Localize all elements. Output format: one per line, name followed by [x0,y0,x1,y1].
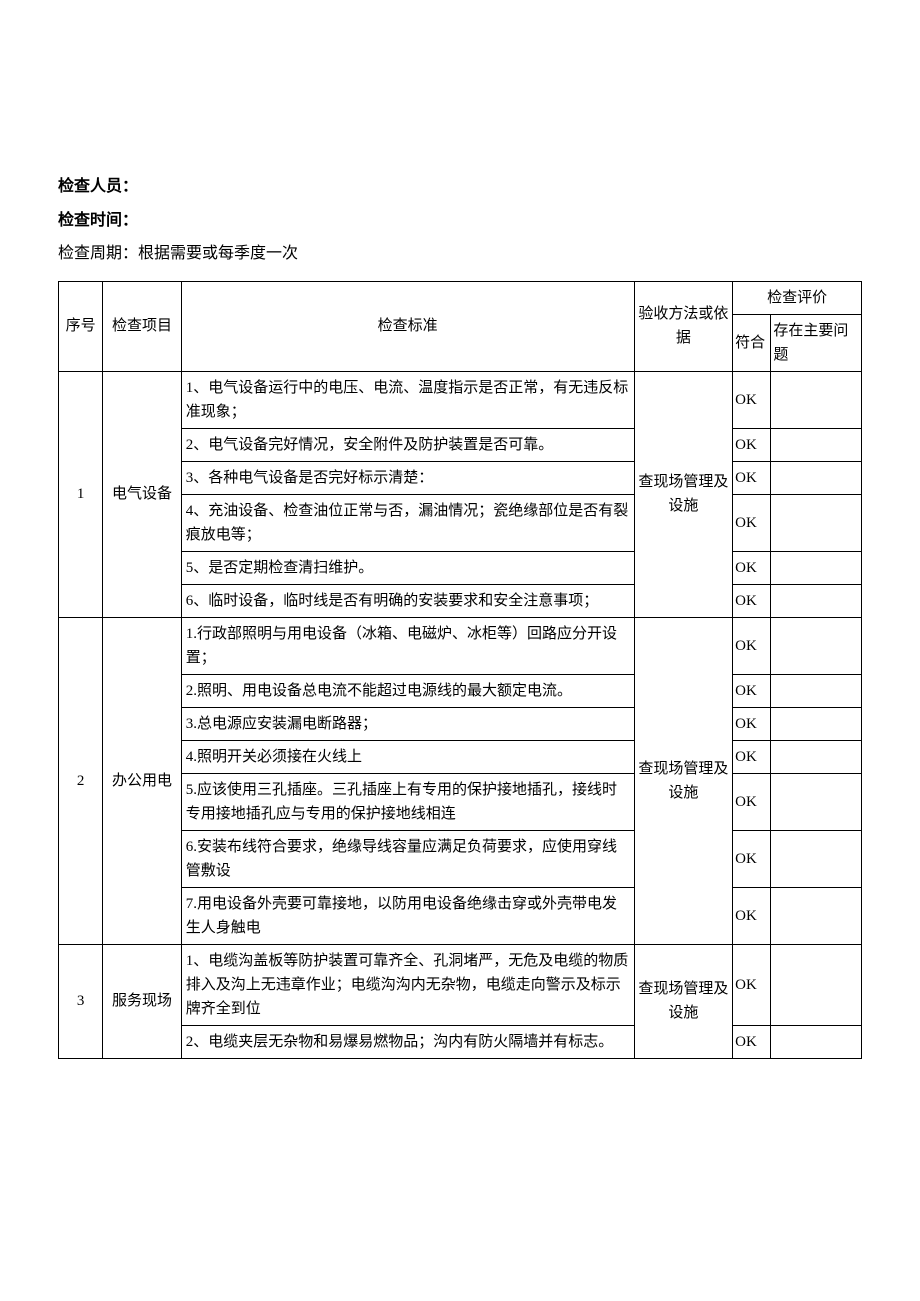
cell-ok: OK [733,461,771,494]
cell-issue [771,1025,862,1058]
cell-basis: 查现场管理及设施 [634,944,733,1058]
document-page: 检查人员： 检查时间： 检查周期：根据需要或每季度一次 序号 检查项目 检查标准… [0,0,920,1119]
inspector-line: 检查人员： [58,170,862,204]
cell-basis: 查现场管理及设施 [634,371,733,617]
cell-seq: 1 [59,371,103,617]
table-row: 2办公用电1.行政部照明与用电设备（冰箱、电磁炉、冰柜等）回路应分开设置；查现场… [59,617,862,674]
cell-standard: 1、电缆沟盖板等防护装置可靠齐全、孔洞堵严，无危及电缆的物质排入及沟上无违章作业… [181,944,634,1025]
col-item-header: 检查项目 [103,281,181,371]
col-issue-header: 存在主要问题 [771,314,862,371]
cell-standard: 1、电气设备运行中的电压、电流、温度指示是否正常，有无违反标准现象； [181,371,634,428]
time-line: 检查时间： [58,204,862,238]
cell-standard: 2.照明、用电设备总电流不能超过电源线的最大额定电流。 [181,674,634,707]
cell-standard: 5、是否定期检查清扫维护。 [181,551,634,584]
cell-standard: 4.照明开关必须接在火线上 [181,740,634,773]
table-body: 1电气设备1、电气设备运行中的电压、电流、温度指示是否正常，有无违反标准现象；查… [59,371,862,1058]
cell-issue [771,740,862,773]
cell-issue [771,830,862,887]
cell-ok: OK [733,707,771,740]
cell-issue [771,551,862,584]
cell-issue [771,617,862,674]
cell-issue [771,461,862,494]
cell-issue [771,674,862,707]
cell-issue [771,887,862,944]
cell-ok: OK [733,773,771,830]
cell-standard: 1.行政部照明与用电设备（冰箱、电磁炉、冰柜等）回路应分开设置； [181,617,634,674]
cell-ok: OK [733,887,771,944]
cell-ok: OK [733,551,771,584]
cell-ok: OK [733,617,771,674]
cell-item: 办公用电 [103,617,181,944]
cell-issue [771,773,862,830]
cell-issue [771,707,862,740]
cell-issue [771,584,862,617]
table-row: 3服务现场1、电缆沟盖板等防护装置可靠齐全、孔洞堵严，无危及电缆的物质排入及沟上… [59,944,862,1025]
cell-item: 电气设备 [103,371,181,617]
cell-seq: 2 [59,617,103,944]
table-header: 序号 检查项目 检查标准 验收方法或依据 检查评价 符合 存在主要问题 [59,281,862,371]
cell-ok: OK [733,371,771,428]
cell-ok: OK [733,944,771,1025]
cell-ok: OK [733,830,771,887]
col-eval-header: 检查评价 [733,281,862,314]
cell-standard: 6.安装布线符合要求，绝缘导线容量应满足负荷要求，应使用穿线管敷设 [181,830,634,887]
cell-standard: 2、电缆夹层无杂物和易爆易燃物品；沟内有防火隔墙并有标志。 [181,1025,634,1058]
inspection-table: 序号 检查项目 检查标准 验收方法或依据 检查评价 符合 存在主要问题 1电气设… [58,281,862,1059]
cell-basis: 查现场管理及设施 [634,617,733,944]
cell-ok: OK [733,740,771,773]
cell-ok: OK [733,428,771,461]
cell-ok: OK [733,674,771,707]
cell-issue [771,428,862,461]
cell-issue [771,371,862,428]
cell-ok: OK [733,1025,771,1058]
col-seq-header: 序号 [59,281,103,371]
cell-item: 服务现场 [103,944,181,1058]
cell-standard: 5.应该使用三孔插座。三孔插座上有专用的保护接地插孔，接线时专用接地插孔应与专用… [181,773,634,830]
col-standard-header: 检查标准 [181,281,634,371]
cell-standard: 3、各种电气设备是否完好标示清楚： [181,461,634,494]
table-row: 1电气设备1、电气设备运行中的电压、电流、温度指示是否正常，有无违反标准现象；查… [59,371,862,428]
cell-ok: OK [733,494,771,551]
cell-ok: OK [733,584,771,617]
col-basis-header: 验收方法或依据 [634,281,733,371]
cell-seq: 3 [59,944,103,1058]
cell-issue [771,494,862,551]
cycle-line: 检查周期：根据需要或每季度一次 [58,237,862,271]
cell-standard: 4、充油设备、检查油位正常与否，漏油情况；瓷绝缘部位是否有裂痕放电等； [181,494,634,551]
cell-standard: 6、临时设备，临时线是否有明确的安装要求和安全注意事项； [181,584,634,617]
col-ok-header: 符合 [733,314,771,371]
cell-standard: 3.总电源应安装漏电断路器； [181,707,634,740]
cell-standard: 2、电气设备完好情况，安全附件及防护装置是否可靠。 [181,428,634,461]
cell-issue [771,944,862,1025]
cell-standard: 7.用电设备外壳要可靠接地，以防用电设备绝缘击穿或外壳带电发生人身触电 [181,887,634,944]
